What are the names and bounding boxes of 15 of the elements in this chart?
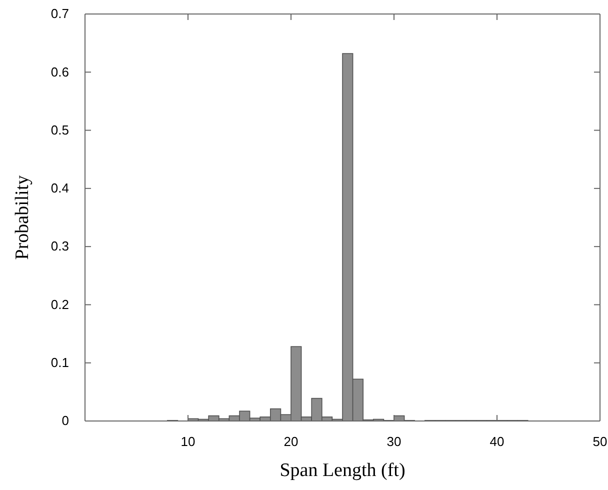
y-tick-label: 0.3 bbox=[50, 238, 69, 254]
y-tick-label: 0.6 bbox=[50, 64, 69, 80]
x-tick-label: 30 bbox=[386, 434, 402, 450]
x-tick-label: 10 bbox=[180, 434, 196, 450]
y-tick-label: 0 bbox=[62, 413, 69, 428]
x-axis-title: Span Length (ft) bbox=[280, 460, 406, 481]
y-tick-label: 0.2 bbox=[50, 296, 69, 312]
y-tick-label: 0.5 bbox=[50, 122, 69, 138]
y-axis-title: Probability bbox=[12, 174, 33, 260]
x-tick-label: 20 bbox=[284, 434, 298, 450]
x-tick-label: 50 bbox=[592, 434, 608, 450]
y-tick-label: 0.7 bbox=[50, 6, 69, 22]
y-tick-label: 0.1 bbox=[50, 355, 69, 370]
x-tick-label: 40 bbox=[490, 434, 504, 450]
y-tick-label: 0.4 bbox=[50, 180, 69, 196]
